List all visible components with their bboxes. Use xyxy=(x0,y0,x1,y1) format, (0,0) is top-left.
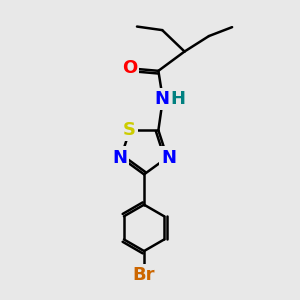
Text: Br: Br xyxy=(133,266,155,284)
Text: H: H xyxy=(171,90,186,108)
Text: O: O xyxy=(122,59,137,77)
Text: N: N xyxy=(155,90,170,108)
Text: N: N xyxy=(161,148,176,166)
Text: S: S xyxy=(123,121,136,139)
Text: N: N xyxy=(112,148,127,166)
